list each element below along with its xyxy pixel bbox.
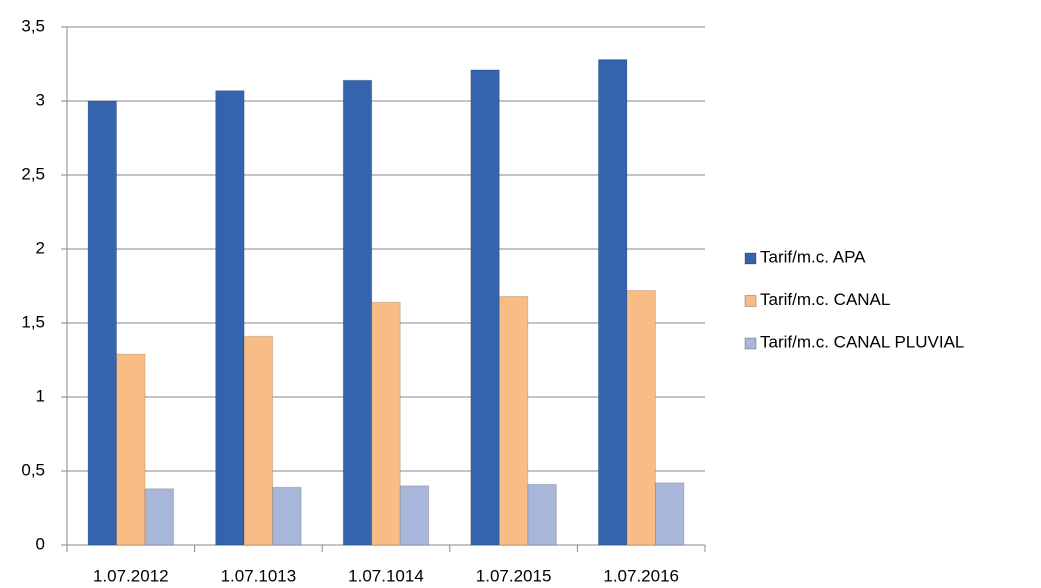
bar xyxy=(342,79,373,546)
y-tick-label: 3,5 xyxy=(21,16,45,35)
x-tick-label: 1.07.1014 xyxy=(348,566,424,585)
legend-label: Tarif/m.c. CANAL PLUVIAL xyxy=(760,332,964,351)
bar xyxy=(399,485,430,546)
legend-label: Tarif/m.c. CANAL xyxy=(760,290,890,309)
bar xyxy=(215,90,245,546)
bar xyxy=(498,295,529,546)
x-tick-label: 1.07.2012 xyxy=(93,566,169,585)
legend-swatch xyxy=(744,252,757,265)
y-tick-label: 3 xyxy=(36,90,45,109)
y-tick-label: 1,5 xyxy=(21,312,45,331)
x-tick-label: 1.07.1013 xyxy=(221,566,297,585)
bar xyxy=(597,59,628,546)
bar xyxy=(626,289,656,546)
x-tick-label: 1.07.2016 xyxy=(603,566,679,585)
bar xyxy=(470,69,500,546)
bar xyxy=(654,482,685,546)
y-tick-label: 2 xyxy=(36,238,45,257)
legend-label: Tarif/m.c. APA xyxy=(760,247,866,266)
bar xyxy=(116,353,146,546)
bar xyxy=(272,486,302,546)
y-tick-label: 1 xyxy=(36,386,45,405)
legend-swatch xyxy=(744,337,757,350)
x-tick-label: 1.07.2015 xyxy=(476,566,552,585)
bar xyxy=(527,483,557,546)
bar xyxy=(243,335,274,546)
y-tick-label: 0 xyxy=(36,534,45,553)
bar xyxy=(144,488,175,546)
bar xyxy=(371,301,401,546)
y-tick-label: 2,5 xyxy=(21,164,45,183)
legend-swatch xyxy=(744,295,757,307)
y-tick-label: 0,5 xyxy=(21,460,45,479)
bar xyxy=(87,100,118,546)
